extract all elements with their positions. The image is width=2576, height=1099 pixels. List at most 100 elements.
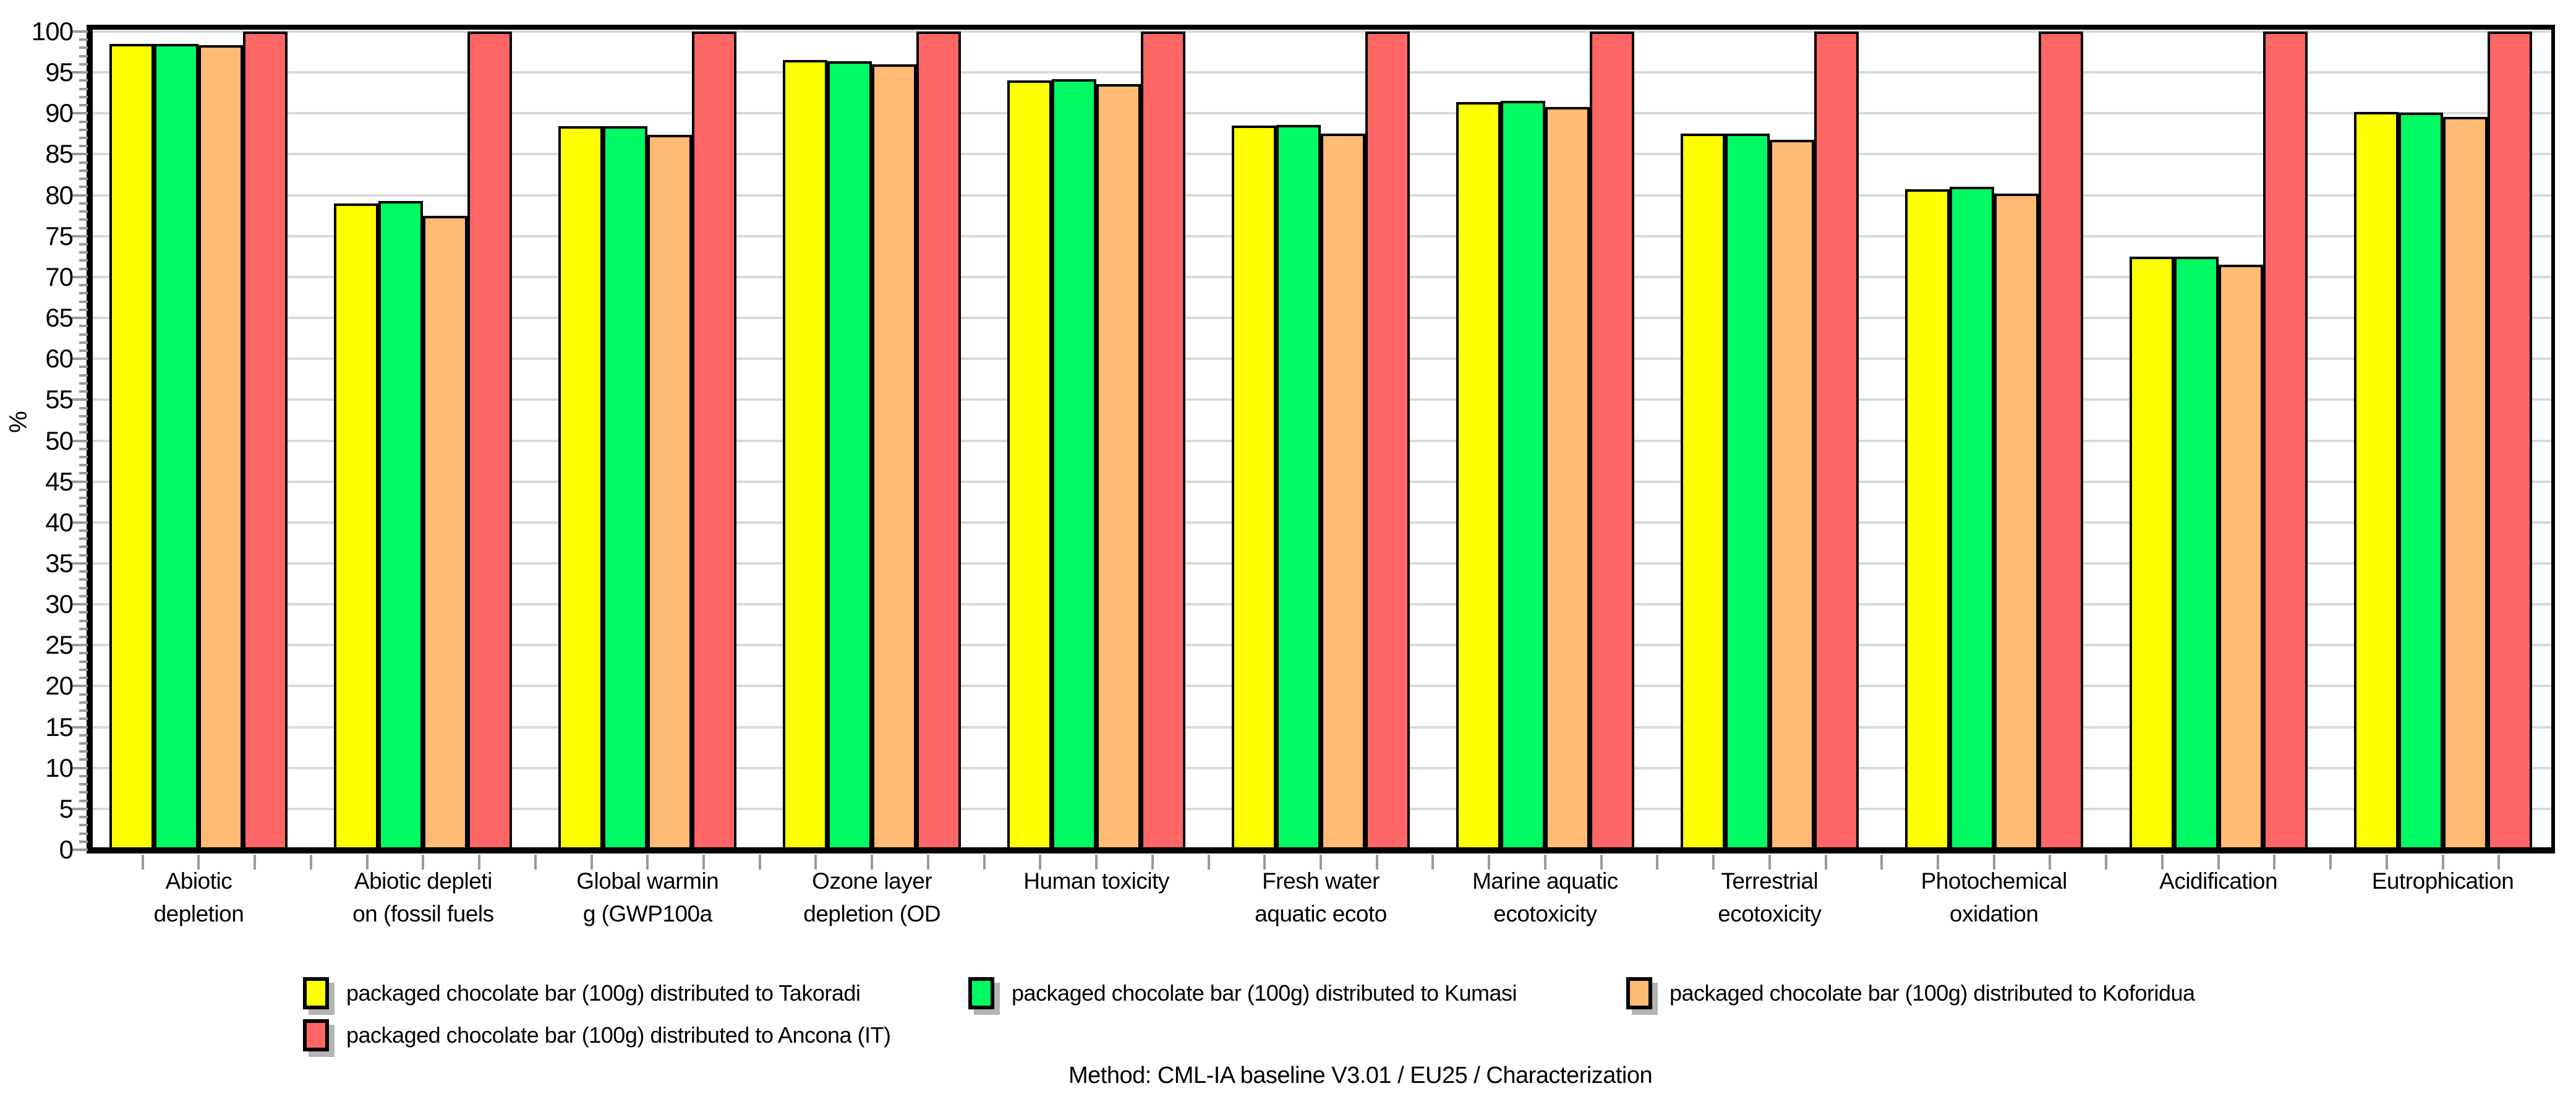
gridline — [87, 71, 2555, 74]
y-minor-tick — [79, 104, 88, 107]
y-minor-tick — [79, 62, 88, 66]
y-minor-tick — [79, 701, 88, 704]
y-tick-label: 70 — [45, 262, 74, 291]
y-tick-label: 15 — [45, 712, 74, 742]
x-minor-tick — [534, 855, 537, 870]
x-minor-tick — [590, 855, 593, 870]
y-major-tick — [72, 30, 88, 33]
y-major-tick — [72, 317, 88, 320]
bar — [2398, 112, 2443, 853]
y-minor-tick — [79, 242, 88, 246]
x-minor-tick — [1656, 855, 1659, 870]
gridline — [87, 112, 2555, 115]
legend-label: packaged chocolate bar (100g) distribute… — [1670, 980, 2195, 1006]
y-major-tick — [72, 807, 88, 810]
y-tick-label: 40 — [45, 507, 74, 537]
x-minor-tick — [2441, 855, 2444, 870]
y-minor-tick — [79, 758, 88, 761]
y-minor-tick — [79, 374, 88, 377]
y-minor-tick — [79, 627, 88, 630]
y-minor-tick — [79, 333, 88, 336]
y-minor-tick — [79, 742, 88, 745]
y-major-tick — [72, 112, 88, 115]
gridline — [87, 30, 2555, 33]
y-minor-tick — [79, 464, 88, 467]
y-minor-tick — [79, 169, 88, 172]
x-minor-tick — [1095, 855, 1098, 870]
y-major-tick — [72, 562, 88, 565]
y-minor-tick — [79, 733, 88, 737]
x-minor-tick — [1880, 855, 1883, 870]
y-minor-tick — [79, 46, 88, 49]
bar — [1365, 32, 1410, 853]
y-tick-label: 90 — [45, 98, 74, 128]
x-minor-tick — [2273, 855, 2276, 870]
y-minor-tick — [79, 202, 88, 205]
x-minor-tick — [2049, 855, 2052, 870]
y-tick-label: 20 — [45, 671, 74, 701]
x-minor-tick — [1992, 855, 1995, 870]
x-minor-tick — [1712, 855, 1715, 870]
y-minor-tick — [79, 259, 88, 262]
y-major-tick — [72, 234, 88, 237]
y-tick-label: 30 — [45, 589, 74, 619]
bar — [1276, 124, 1321, 853]
bar — [1814, 32, 1859, 853]
y-tick-label: 50 — [45, 425, 74, 455]
y-major-tick — [72, 480, 88, 483]
y-major-tick — [72, 603, 88, 606]
y-minor-tick — [79, 677, 88, 680]
bar — [378, 200, 424, 853]
y-tick-label: 55 — [45, 385, 74, 414]
bar — [1725, 134, 1770, 853]
x-minor-tick — [1768, 855, 1771, 870]
x-minor-tick — [309, 855, 312, 870]
y-tick-label: 75 — [45, 221, 74, 250]
y-minor-tick — [79, 79, 88, 82]
y-minor-tick — [79, 545, 88, 549]
bar — [1007, 80, 1052, 853]
x-category-label: Abiotic depletion — [153, 868, 244, 926]
bar — [1680, 134, 1725, 853]
x-minor-tick — [1937, 855, 1939, 870]
y-minor-tick — [79, 750, 88, 753]
bar — [783, 60, 828, 853]
y-minor-tick — [79, 497, 88, 500]
bar — [1589, 32, 1634, 853]
bar — [1232, 126, 1276, 853]
y-minor-tick — [79, 431, 88, 434]
x-minor-tick — [1207, 855, 1210, 870]
legend-swatch — [1626, 977, 1652, 1009]
legend-label: packaged chocolate bar (100g) distribute… — [1012, 980, 1517, 1006]
y-minor-tick — [79, 284, 88, 287]
x-minor-tick — [1263, 855, 1266, 870]
bar — [2487, 32, 2532, 853]
y-minor-tick — [79, 87, 88, 90]
bar — [1904, 189, 1950, 853]
x-minor-tick — [926, 855, 929, 870]
bar — [467, 32, 513, 853]
bar — [603, 126, 648, 853]
y-minor-tick — [79, 668, 88, 671]
y-tick-label: 100 — [31, 17, 74, 46]
y-minor-tick — [79, 136, 88, 139]
x-minor-tick — [478, 855, 481, 870]
bar — [1949, 187, 1994, 853]
x-minor-tick — [197, 855, 200, 870]
bar — [2353, 111, 2399, 853]
y-minor-tick — [79, 586, 88, 589]
y-minor-tick — [79, 414, 88, 417]
x-minor-tick — [983, 855, 986, 870]
y-tick-label: 0 — [59, 835, 74, 864]
bar — [1096, 83, 1141, 853]
y-minor-tick — [79, 783, 88, 786]
x-minor-tick — [646, 855, 649, 870]
y-minor-tick — [79, 251, 88, 254]
x-minor-tick — [2217, 855, 2220, 870]
bar — [558, 126, 603, 853]
bar — [1141, 32, 1186, 853]
y-minor-tick — [79, 537, 88, 541]
x-category-label: Marine aquatic ecotoxicity — [1472, 868, 1618, 926]
x-minor-tick — [2160, 855, 2164, 870]
y-minor-tick — [79, 578, 88, 581]
